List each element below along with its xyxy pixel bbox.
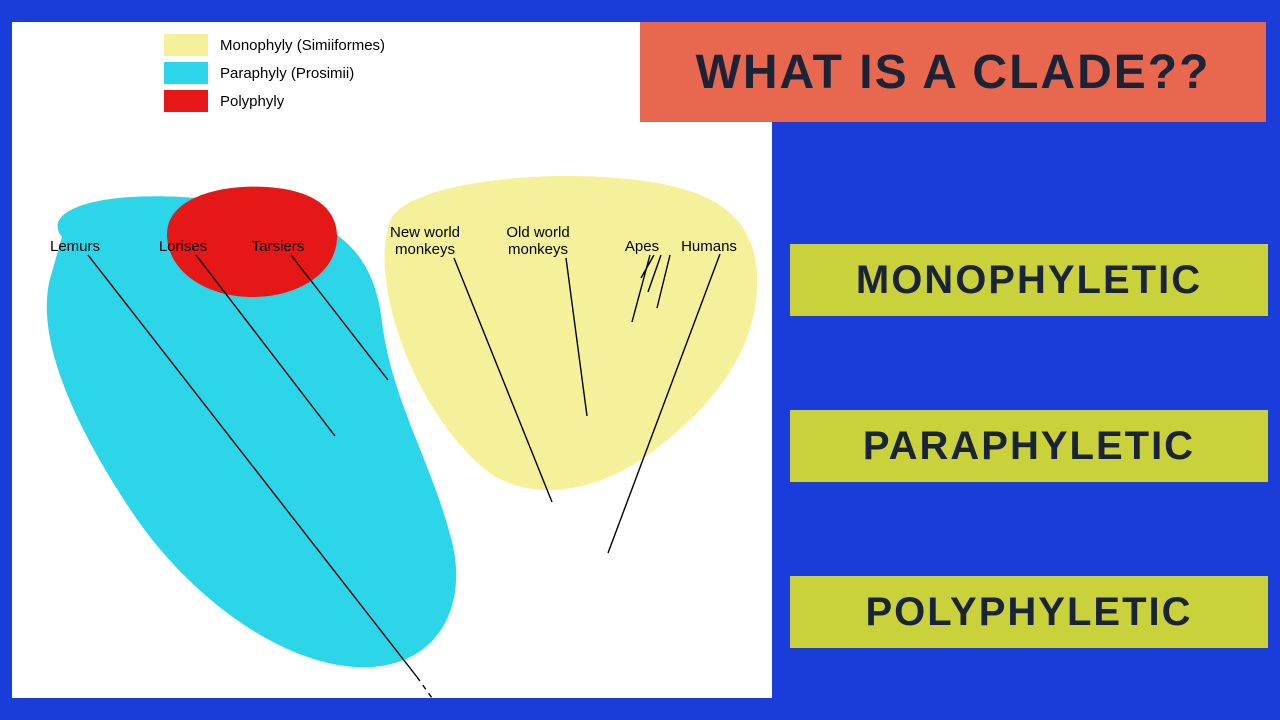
legend-row-paraphyly: Paraphyly (Prosimii) xyxy=(164,62,385,84)
legend-label: Paraphyly (Prosimii) xyxy=(220,65,354,82)
legend-row-monophyly: Monophyly (Simiiformes) xyxy=(164,34,385,56)
legend-swatch xyxy=(164,34,208,56)
taxon-label: Humans xyxy=(664,238,754,255)
term-text: PARAPHYLETIC xyxy=(863,424,1195,469)
tree-branch xyxy=(566,258,587,416)
taxon-label: Tarsiers xyxy=(233,238,323,255)
diagram-panel: Lemurs Lorises Tarsiers New worldmonkeys Old… xyxy=(12,22,772,698)
legend: Monophyly (Simiiformes) Paraphyly (Prosi… xyxy=(164,34,385,118)
tree-branch xyxy=(291,255,388,380)
tree-branch xyxy=(88,255,417,677)
legend-label: Monophyly (Simiiformes) xyxy=(220,37,385,54)
legend-swatch xyxy=(164,62,208,84)
tree-branch xyxy=(632,255,650,322)
tree-branch xyxy=(608,254,720,553)
title-text: WHAT IS A CLADE?? xyxy=(696,45,1211,100)
tree-root-dash xyxy=(417,677,442,698)
term-banner: POLYPHYLETIC xyxy=(790,576,1268,648)
legend-row-polyphyly: Polyphyly xyxy=(164,90,385,112)
taxon-label: New worldmonkeys xyxy=(380,224,470,259)
tree-branch xyxy=(648,255,661,292)
term-text: POLYPHYLETIC xyxy=(865,590,1192,635)
phylogenetic-tree xyxy=(12,22,772,698)
tree-branch xyxy=(657,255,670,308)
title-banner: WHAT IS A CLADE?? xyxy=(640,22,1266,122)
tree-branch xyxy=(196,255,335,436)
term-banner: PARAPHYLETIC xyxy=(790,410,1268,482)
taxon-label: Lemurs xyxy=(30,238,120,255)
tree-branch xyxy=(454,258,552,502)
legend-swatch xyxy=(164,90,208,112)
taxon-label: Old worldmonkeys xyxy=(493,224,583,259)
taxon-label: Lorises xyxy=(138,238,228,255)
term-banner: MONOPHYLETIC xyxy=(790,244,1268,316)
legend-label: Polyphyly xyxy=(220,93,284,110)
tree-branch xyxy=(641,255,654,278)
term-text: MONOPHYLETIC xyxy=(856,258,1202,303)
